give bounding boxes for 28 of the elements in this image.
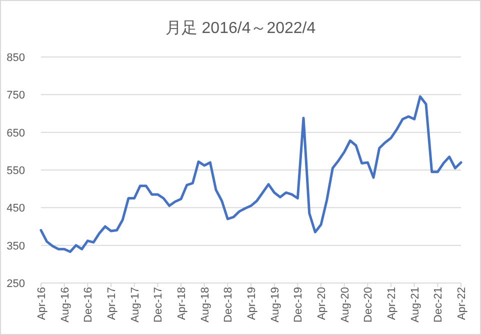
- x-tick-label: Aug-19: [269, 287, 282, 322]
- y-tick-label: 550: [6, 165, 25, 177]
- x-tick-label: Apr-21: [386, 287, 398, 320]
- line-series: [40, 95, 462, 253]
- x-tick-label: Dec-16: [82, 287, 95, 322]
- x-tick-label: Aug-20: [339, 287, 352, 322]
- x-tick-label: Dec-21: [432, 287, 445, 322]
- x-tick-label: Aug-21: [409, 287, 422, 322]
- x-tick-label: Apr-19: [246, 287, 258, 320]
- x-tick-label: Dec-19: [292, 287, 305, 322]
- x-tick-label: Apr-16: [36, 287, 48, 320]
- x-tick-label: Aug-18: [199, 287, 212, 322]
- x-tick-label: Apr-17: [106, 287, 118, 320]
- x-tick-label: Dec-17: [152, 287, 165, 322]
- x-tick-label: Apr-18: [176, 287, 188, 320]
- y-tick-label: 350: [6, 240, 25, 252]
- x-tick-label: Aug-16: [59, 287, 72, 322]
- x-tick-label: Dec-18: [222, 287, 235, 322]
- y-tick-label: 750: [6, 90, 25, 102]
- x-tick-label: Dec-20: [362, 287, 375, 322]
- y-tick-label: 450: [6, 202, 25, 215]
- y-tick-label: 850: [6, 52, 25, 64]
- x-tick-label: Apr-22: [456, 287, 468, 320]
- x-tick-label: Aug-17: [129, 287, 142, 322]
- y-tick-label: 250: [6, 278, 25, 290]
- y-tick-label: 650: [6, 127, 25, 140]
- x-tick-label: Apr-20: [316, 287, 328, 320]
- chart-title: 月足 2016/4～2022/4: [165, 20, 316, 37]
